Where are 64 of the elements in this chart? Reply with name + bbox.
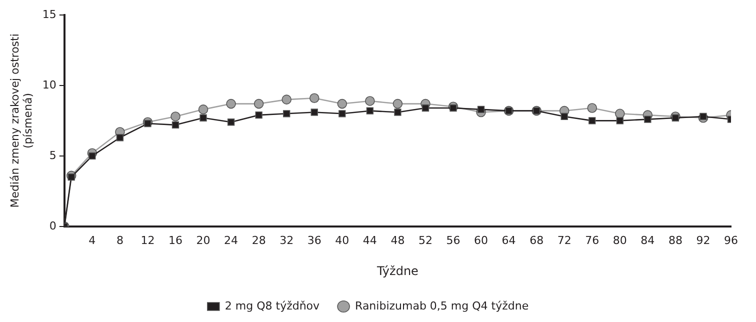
point xyxy=(700,112,707,120)
point xyxy=(644,116,652,123)
x-tick-label: 80 xyxy=(612,234,627,247)
point xyxy=(200,114,207,122)
legend-label: 2 mg Q8 týždňov xyxy=(224,299,320,312)
point xyxy=(422,104,430,112)
x-tick-label: 20 xyxy=(196,234,210,247)
point xyxy=(588,117,596,124)
point xyxy=(365,96,375,106)
legend-label: Ranibizumab 0,5 mg Q4 týždne xyxy=(355,299,529,312)
point xyxy=(283,110,290,118)
point xyxy=(587,103,598,113)
point xyxy=(337,98,348,109)
point xyxy=(198,104,208,114)
point xyxy=(394,108,402,116)
point xyxy=(88,152,96,160)
y-tick-label: 5 xyxy=(49,148,56,162)
x-tick-label: 92 xyxy=(696,234,710,247)
point xyxy=(116,134,124,142)
x-tick-label: 88 xyxy=(668,234,682,247)
y-tick-label: 0 xyxy=(49,219,56,232)
x-tick-label: 96 xyxy=(724,234,738,247)
x-axis-title: Týždne xyxy=(376,264,418,278)
point xyxy=(254,98,264,109)
x-tick-label: 32 xyxy=(280,234,294,247)
x-tick-label: 4 xyxy=(88,234,96,247)
x-tick-label: 28 xyxy=(252,234,266,247)
x-tick-label: 72 xyxy=(557,234,572,247)
y-axis-title: Medián zmeny zrakovej ostrosti (písmená) xyxy=(8,34,35,208)
point xyxy=(144,120,152,128)
point xyxy=(170,112,180,122)
point xyxy=(310,108,318,116)
point xyxy=(338,110,346,118)
y-tick-label: 10 xyxy=(42,78,56,92)
point xyxy=(672,114,680,122)
x-tick-label: 64 xyxy=(502,234,516,247)
point xyxy=(450,104,457,112)
point xyxy=(172,121,180,129)
point xyxy=(227,118,235,126)
x-tick-label: 48 xyxy=(390,234,405,247)
x-tick-label: 40 xyxy=(335,234,350,247)
point xyxy=(392,98,403,109)
x-tick-label: 56 xyxy=(446,234,460,247)
x-tick-label: 52 xyxy=(418,234,432,247)
point xyxy=(226,98,236,109)
point xyxy=(282,94,292,104)
x-tick-label: 16 xyxy=(168,234,182,247)
point xyxy=(309,93,320,104)
x-tick-label: 8 xyxy=(116,234,124,247)
x-tick-label: 36 xyxy=(307,234,322,247)
x-tick-label: 12 xyxy=(140,234,155,247)
point xyxy=(366,107,374,114)
x-tick-label: 44 xyxy=(362,234,377,247)
point xyxy=(560,112,568,120)
point xyxy=(68,173,75,181)
y-tick-label: 15 xyxy=(42,8,56,21)
x-tick-label: 76 xyxy=(585,234,600,247)
x-tick-label: 84 xyxy=(640,234,655,247)
point xyxy=(616,117,624,124)
x-tick-label: 68 xyxy=(530,234,544,247)
x-tick-label: 24 xyxy=(224,234,238,247)
x-tick-label: 60 xyxy=(474,234,488,247)
point xyxy=(255,111,262,119)
point xyxy=(477,106,485,114)
